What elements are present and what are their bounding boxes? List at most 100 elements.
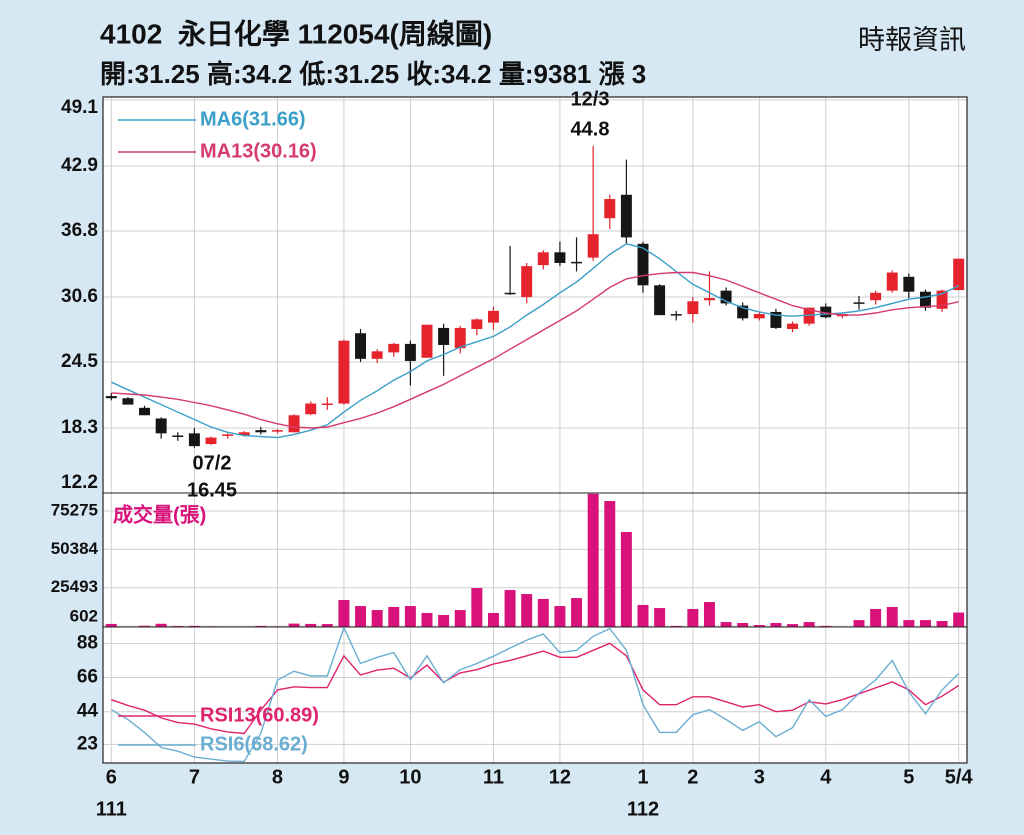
candle-body (421, 324, 433, 358)
volume-bar (454, 610, 466, 627)
y-tick-label: 66 (77, 667, 98, 688)
x-tick-label: 1 (637, 766, 648, 788)
volume-bar (155, 623, 167, 627)
candle-body (521, 266, 533, 298)
candle-body (654, 285, 666, 316)
candle-body (255, 430, 267, 433)
volume-bar (305, 623, 317, 627)
y-tick-label: 44 (77, 701, 99, 722)
volume-bar (438, 614, 450, 627)
volume-bar (670, 625, 682, 627)
candle-body (321, 403, 333, 406)
annotation-value: 16.45 (187, 479, 237, 501)
legend-label: MA13(30.16) (200, 140, 317, 162)
x-tick-label: 5/4 (945, 766, 974, 788)
y-tick-label: 30.6 (61, 286, 98, 307)
volume-bar (105, 623, 117, 627)
candle-body (338, 340, 350, 404)
candle-body (820, 306, 832, 318)
legend-label: RSI13(60.89) (200, 704, 319, 726)
candle-body (687, 301, 699, 315)
candle-body (188, 433, 200, 447)
candle-body (604, 199, 616, 219)
candle-body (172, 435, 184, 437)
candle-body (853, 302, 865, 304)
volume-bar (720, 622, 732, 627)
volume-bar (421, 612, 433, 627)
volume-bar (637, 604, 649, 627)
legend-label: MA6(31.66) (200, 108, 306, 130)
volume-bar (537, 598, 549, 627)
volume-bar (554, 606, 566, 627)
candle-body (155, 418, 167, 434)
candle-body (770, 311, 782, 328)
volume-bar (355, 606, 367, 627)
candle-body (471, 319, 483, 329)
volume-bar (139, 625, 151, 627)
y-tick-label: 25493 (51, 577, 98, 596)
candle-body (737, 305, 749, 319)
candle-body (305, 403, 317, 415)
candle-body (953, 258, 965, 291)
volume-bar (371, 610, 383, 627)
source: 時報資訊 (858, 25, 966, 55)
x-tick-label: 6 (106, 766, 117, 788)
candle-body (122, 398, 134, 405)
volume-bar (853, 620, 865, 627)
volume-bar (471, 588, 483, 627)
candle-body (720, 290, 732, 304)
volume-bar (255, 625, 267, 627)
volume-bar (620, 531, 632, 627)
y-tick-label: 88 (77, 632, 98, 653)
candle-body (504, 292, 516, 295)
volume-bar (703, 602, 715, 627)
volume-bar (820, 625, 832, 627)
x-tick-label: 4 (820, 766, 832, 788)
y-tick-label: 18.3 (61, 417, 98, 438)
panel-title: 成交量(張) (113, 502, 206, 526)
stats: 開:31.25 高:34.2 低:31.25 收:34.2 量:9381 漲 3 (100, 59, 646, 89)
line (111, 243, 960, 439)
line (111, 271, 959, 429)
x-tick-label: 5 (903, 766, 914, 788)
candle-body (371, 351, 383, 359)
candle-body (886, 272, 898, 291)
x-tick-label: 10 (399, 766, 421, 788)
y-tick-label: 23 (77, 733, 98, 754)
candle-body (637, 243, 649, 286)
candle-body (487, 310, 499, 323)
volume-bar (487, 612, 499, 627)
volume-bar (886, 606, 898, 627)
plot-area (103, 97, 967, 763)
candle-body (388, 343, 400, 353)
volume-bar (604, 501, 616, 627)
annotation-value: 44.8 (571, 118, 610, 140)
volume-bar (753, 624, 765, 627)
volume-bar (288, 623, 300, 627)
annotation-date: 07/2 (193, 452, 232, 474)
candle-body (222, 434, 234, 436)
title: 4102 永日化學 112054(周線圖) (100, 17, 492, 49)
x-tick-label: 2 (687, 766, 698, 788)
candle-body (454, 327, 466, 349)
y-tick-label: 42.9 (61, 155, 98, 176)
y-tick-label: 602 (70, 606, 98, 625)
candle-body (438, 327, 450, 345)
annotation-date: 12/3 (571, 88, 610, 110)
y-tick-label: 75275 (51, 501, 98, 520)
volume-bar (903, 620, 915, 627)
volume-bar (188, 625, 200, 627)
line (110, 625, 960, 763)
x-tick-label: 3 (754, 766, 765, 788)
candle-body (355, 333, 367, 359)
y-tick-label: 49.1 (61, 97, 98, 118)
candle-body (404, 343, 416, 361)
volume-bar (787, 624, 799, 627)
candle-body (571, 261, 583, 264)
x-year-label: 112 (627, 798, 659, 820)
line (111, 642, 960, 735)
volume-bar (321, 624, 333, 627)
plot-border (102, 96, 968, 764)
